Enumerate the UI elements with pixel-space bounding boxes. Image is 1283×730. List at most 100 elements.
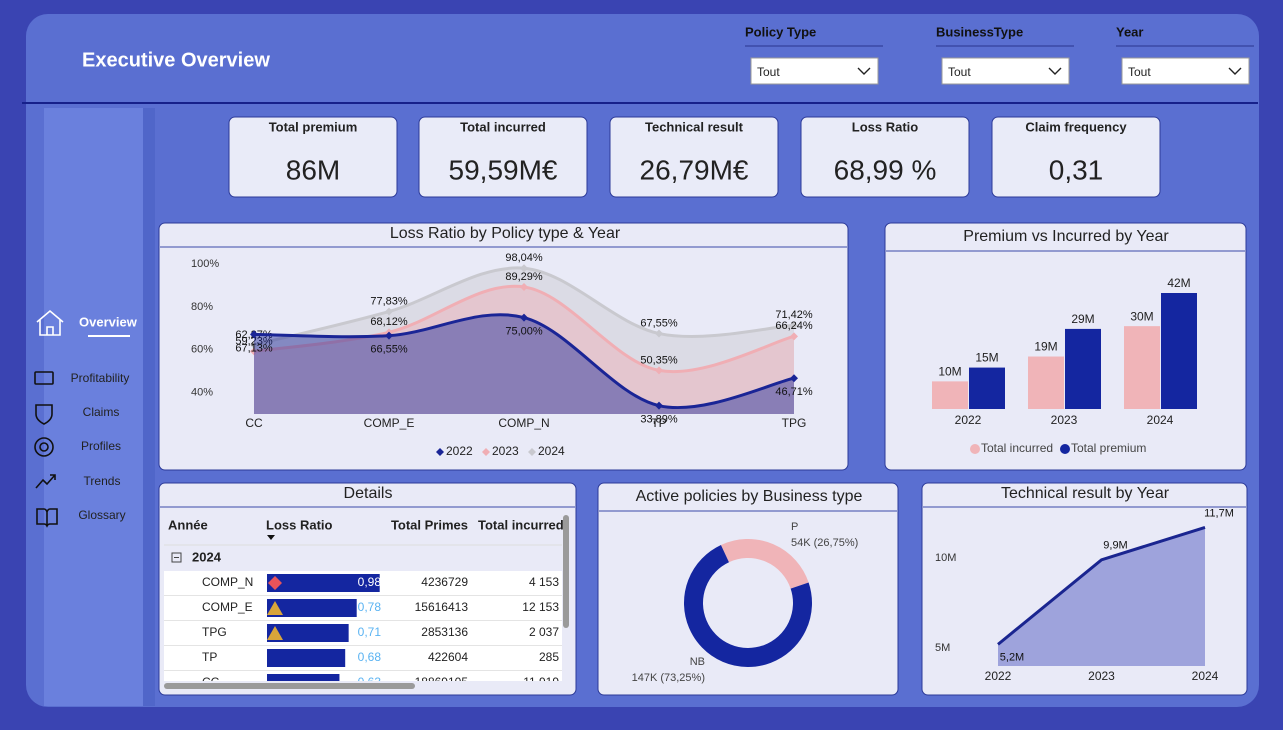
nav-item[interactable]: Trends bbox=[84, 474, 121, 488]
column-header[interactable]: Année bbox=[168, 517, 208, 532]
data-bar bbox=[267, 649, 346, 667]
loss-ratio: 0,71 bbox=[358, 625, 382, 639]
data-label: 11,7M bbox=[1204, 507, 1234, 519]
filter-dropdown[interactable] bbox=[1121, 57, 1250, 85]
filter-value: Tout bbox=[948, 65, 971, 79]
chart-title: Technical result by Year bbox=[1001, 485, 1170, 502]
donut-segment bbox=[720, 539, 809, 589]
nav-item[interactable]: Profitability bbox=[71, 371, 130, 385]
data-label: 75,00% bbox=[505, 325, 543, 337]
filter-label: BusinessType bbox=[936, 24, 1023, 39]
x-tick-label: 2023 bbox=[1088, 669, 1115, 683]
scrollbar-v[interactable] bbox=[563, 515, 569, 628]
status-icon bbox=[267, 601, 283, 615]
kpi-value: 0,31 bbox=[1049, 154, 1104, 185]
chart-title: Loss Ratio by Policy type & Year bbox=[390, 225, 621, 242]
column-header[interactable]: Total Primes bbox=[391, 517, 468, 532]
filter-dropdown[interactable] bbox=[750, 57, 879, 85]
y-tick-label: 10M bbox=[935, 552, 956, 564]
legend: 2022 2023 2024 bbox=[436, 444, 565, 458]
bar bbox=[932, 381, 968, 409]
row-label: COMP_E bbox=[202, 600, 253, 614]
kpi-card bbox=[991, 116, 1161, 198]
x-tick-label: 2022 bbox=[985, 669, 1012, 683]
nav-item[interactable]: Claims bbox=[83, 405, 120, 419]
x-tick-label: TP bbox=[651, 416, 666, 430]
segment-name: NB bbox=[690, 656, 705, 668]
loss-ratio: 0,78 bbox=[358, 600, 382, 614]
scrollbar-h[interactable] bbox=[164, 683, 415, 689]
data-label: 59,23% bbox=[235, 335, 273, 347]
x-tick-label: 2023 bbox=[1051, 413, 1078, 427]
data-label: 68,12% bbox=[370, 316, 408, 328]
row-label: TPG bbox=[202, 625, 227, 639]
data-label: 5,2M bbox=[1000, 651, 1024, 663]
data-label: 19M bbox=[1034, 340, 1057, 354]
data-label: 67,55% bbox=[640, 317, 678, 329]
loss-ratio: 0,98 bbox=[358, 575, 382, 589]
row-bg bbox=[164, 596, 562, 620]
nav-item[interactable]: Glossary bbox=[78, 508, 125, 522]
column-header[interactable]: Loss Ratio bbox=[266, 517, 333, 532]
marker bbox=[250, 340, 258, 349]
kpi-label: Total premium bbox=[269, 119, 358, 134]
x-tick-label: 2022 bbox=[955, 413, 982, 427]
nav bbox=[34, 309, 64, 528]
sort-arrow[interactable] bbox=[267, 535, 275, 540]
marker bbox=[790, 374, 798, 383]
column-header[interactable]: Total incurred bbox=[478, 517, 564, 532]
marker bbox=[385, 331, 393, 340]
data-label: 10M bbox=[938, 365, 961, 379]
y-tick-label: 40% bbox=[191, 386, 213, 398]
data-label: 33,89% bbox=[640, 414, 678, 426]
incurred: 11 919 bbox=[523, 675, 559, 689]
kpi-label: Claim frequency bbox=[1025, 119, 1127, 134]
table-title: Details bbox=[344, 485, 393, 502]
nav-item[interactable]: Overview bbox=[79, 314, 138, 329]
legend-label: 2022 bbox=[446, 444, 473, 458]
profiles-icon-inner bbox=[39, 442, 49, 452]
bar bbox=[1124, 326, 1160, 409]
marker bbox=[655, 401, 663, 410]
bar bbox=[1161, 293, 1197, 409]
filter-label: Year bbox=[1116, 24, 1143, 39]
nav-panel bbox=[44, 108, 144, 706]
marker bbox=[520, 313, 528, 322]
data-label: 89,29% bbox=[505, 271, 543, 283]
row-bg bbox=[164, 646, 562, 670]
x-tick-label: 2024 bbox=[1192, 669, 1219, 683]
x-tick-label: COMP_N bbox=[498, 416, 549, 430]
status-icon bbox=[267, 626, 283, 640]
filter-dropdown[interactable] bbox=[941, 57, 1070, 85]
marker bbox=[385, 307, 393, 316]
kpi-label: Loss Ratio bbox=[852, 119, 919, 134]
marker bbox=[250, 330, 258, 339]
group-label: 2024 bbox=[192, 549, 222, 564]
y-tick-label: 5M bbox=[935, 642, 950, 654]
data-label: 42M bbox=[1167, 276, 1190, 290]
profiles-icon bbox=[34, 437, 54, 457]
kpi-label: Total incurred bbox=[460, 119, 546, 134]
row-label: COMP_N bbox=[202, 575, 253, 589]
donut-segment bbox=[684, 545, 812, 667]
filter-value: Tout bbox=[757, 65, 780, 79]
row-label: TP bbox=[202, 650, 217, 664]
marker bbox=[520, 264, 528, 273]
filter-value: Tout bbox=[1128, 65, 1151, 79]
data-label: 50,35% bbox=[640, 354, 678, 366]
collapse-icon[interactable] bbox=[171, 552, 182, 563]
marker bbox=[790, 332, 798, 341]
data-label: 67,13% bbox=[235, 342, 273, 354]
kpi-card bbox=[609, 116, 779, 198]
data-label: 54K (26,75%) bbox=[791, 537, 858, 549]
dropdown-chevron bbox=[1048, 67, 1062, 75]
loss-ratio: 0,63 bbox=[358, 675, 382, 689]
y-tick-label: 100% bbox=[191, 258, 219, 270]
nav-item[interactable]: Profiles bbox=[81, 439, 121, 453]
incurred: 2 037 bbox=[529, 625, 559, 639]
x-tick-label: TPG bbox=[782, 416, 807, 430]
legend-label: 2023 bbox=[492, 444, 519, 458]
marker bbox=[655, 329, 663, 338]
legend-label: Total premium bbox=[1071, 441, 1146, 455]
